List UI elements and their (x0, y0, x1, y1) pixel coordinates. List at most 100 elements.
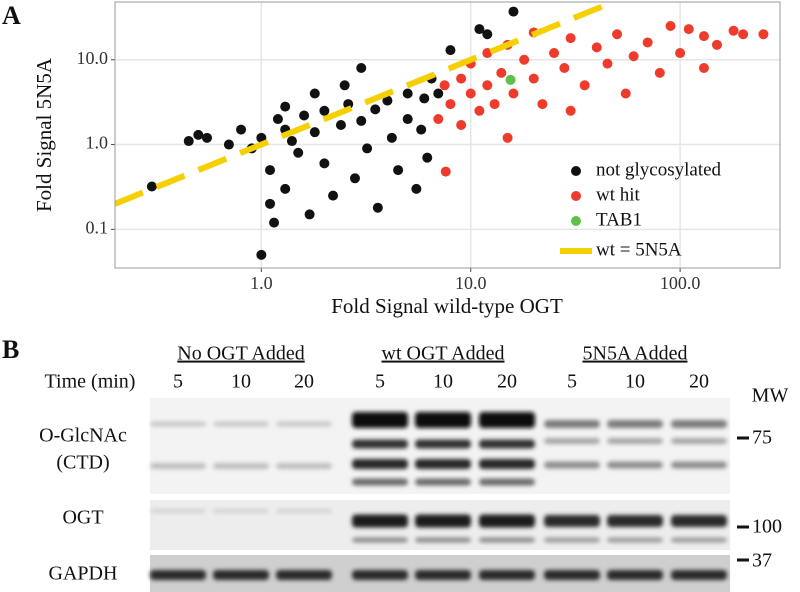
time-label: Time (min) (45, 371, 136, 393)
blot-band (415, 570, 471, 580)
blot-bands (150, 412, 727, 580)
blot-band (544, 438, 600, 444)
row-label: OGT (62, 507, 103, 529)
blot-band (544, 420, 600, 428)
mw-marker: 37 (752, 550, 772, 572)
point (508, 88, 519, 99)
blot-band (607, 461, 663, 469)
point (309, 127, 320, 138)
group-label: 5N5A Added (583, 343, 688, 365)
blot-band (276, 421, 332, 427)
point (465, 88, 476, 99)
mw-marker: 100 (752, 516, 782, 538)
point (349, 173, 360, 184)
blot-band (607, 570, 663, 580)
y-axis-title: Fold Signal 5N5A (32, 57, 56, 212)
point (591, 42, 602, 53)
point (286, 136, 297, 147)
point (505, 74, 516, 85)
blot-band (352, 459, 408, 469)
point (422, 152, 433, 163)
time-label: 20 (294, 371, 314, 393)
point (698, 62, 709, 73)
point (269, 217, 280, 228)
blot-band (671, 420, 727, 428)
point (654, 67, 665, 78)
x-tick-label: 1.0 (250, 273, 273, 293)
blot-band (276, 509, 332, 513)
blot-band (671, 461, 727, 469)
point (319, 105, 330, 116)
time-label: 5 (567, 371, 577, 393)
legend-label: not glycosylated (596, 159, 722, 180)
blot-band (671, 537, 727, 543)
point (602, 58, 613, 69)
blot-band (607, 438, 663, 444)
panel-label: B (2, 335, 19, 364)
point (628, 51, 639, 62)
blot-band (479, 537, 535, 543)
blot-band (479, 514, 535, 528)
blot-band (352, 570, 408, 580)
point (236, 124, 247, 135)
blot-band (276, 570, 332, 580)
point (356, 62, 367, 73)
legend-label: wt hit (596, 184, 641, 205)
point (386, 132, 397, 143)
point (272, 114, 283, 125)
point (559, 62, 570, 73)
x-tick-label: 100.0 (660, 273, 701, 293)
point (519, 54, 530, 65)
point (489, 99, 500, 110)
plot-border (114, 1, 781, 269)
group-label: No OGT Added (177, 343, 304, 365)
point (711, 39, 722, 50)
point (304, 209, 315, 220)
blot-band (479, 478, 535, 486)
time-label: 20 (497, 371, 517, 393)
blot-band (415, 514, 471, 528)
point (579, 80, 590, 91)
mw-marker: 75 (752, 427, 772, 449)
point (474, 105, 485, 116)
point (482, 29, 493, 40)
point (223, 139, 234, 150)
row-label: GAPDH (49, 563, 118, 585)
mw-label: MW (752, 385, 789, 407)
blot-band (213, 509, 269, 513)
point (537, 99, 548, 110)
blot-band (479, 459, 535, 469)
point (372, 202, 383, 213)
legend-swatch (571, 166, 581, 176)
point (738, 29, 749, 40)
point (439, 80, 450, 91)
time-label: 5 (375, 371, 385, 393)
point (482, 80, 493, 91)
time-label: 20 (689, 371, 709, 393)
time-label: 10 (625, 371, 645, 393)
point (370, 104, 381, 115)
point (265, 165, 276, 176)
x-tick-label: 10.0 (455, 273, 487, 293)
blot-band (213, 570, 269, 580)
point (482, 48, 493, 59)
blot-band (352, 537, 408, 543)
point (445, 45, 456, 56)
panel-label: A (2, 1, 21, 30)
point (265, 198, 276, 209)
point (309, 88, 320, 99)
legend-label: TAB1 (596, 209, 642, 230)
point (280, 101, 291, 112)
point (393, 165, 404, 176)
point (183, 136, 194, 147)
point (508, 6, 519, 17)
blot-band (352, 439, 408, 449)
row-label: (CTD) (56, 452, 109, 474)
point (698, 31, 709, 42)
point (411, 183, 422, 194)
blot-band (352, 514, 408, 528)
points (115, 2, 769, 260)
blot-band (276, 463, 332, 469)
